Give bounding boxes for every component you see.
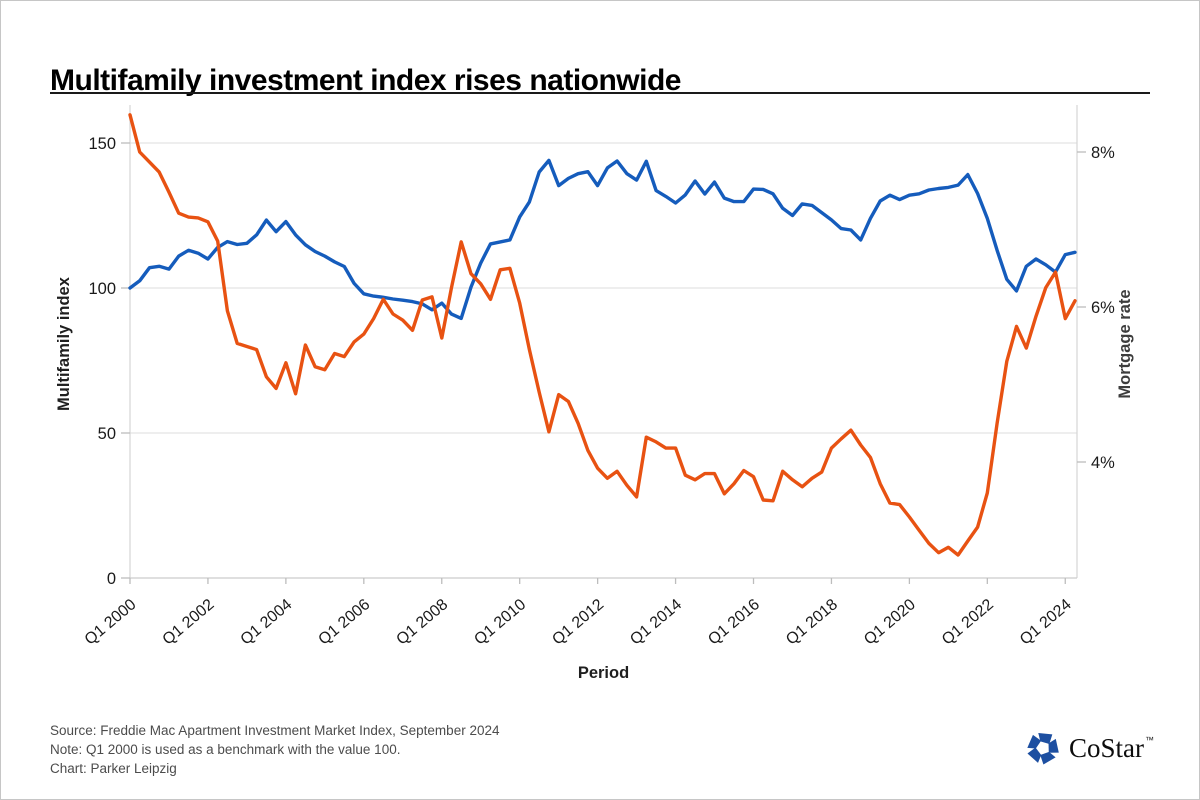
x-tick-label: Q1 2018 xyxy=(783,596,841,649)
x-tick-label: Q1 2022 xyxy=(939,596,997,649)
x-tick-label: Q1 2024 xyxy=(1017,596,1075,649)
credit-note: Chart: Parker Leipzig xyxy=(50,761,177,776)
chart-footer: Source: Freddie Mac Apartment Investment… xyxy=(50,721,499,778)
source-note: Source: Freddie Mac Apartment Investment… xyxy=(50,723,500,738)
x-tick-label: Q1 2010 xyxy=(471,596,529,649)
right-axis-ticks: 4% 6% 8% xyxy=(1077,144,1115,472)
x-tick-label: Q1 2020 xyxy=(861,596,919,649)
left-tick-label: 150 xyxy=(88,135,116,153)
axes xyxy=(129,105,1078,579)
trademark-symbol: ™ xyxy=(1145,734,1154,745)
x-tick-label: Q1 2004 xyxy=(237,596,295,649)
x-tick-label: Q1 2002 xyxy=(160,596,218,649)
x-axis-title: Period xyxy=(578,664,629,682)
right-axis-title: Mortgage rate xyxy=(1116,289,1134,398)
left-axis-title: Multifamily index xyxy=(55,276,73,411)
pinwheel-blade xyxy=(1027,747,1042,763)
x-tick-label: Q1 2012 xyxy=(549,596,607,649)
x-tick-label: Q1 2014 xyxy=(627,596,685,649)
right-tick-label: 4% xyxy=(1091,454,1115,472)
x-tick-label: Q1 2008 xyxy=(393,596,451,649)
right-tick-label: 8% xyxy=(1091,144,1115,162)
series-line-mortgage-rate xyxy=(128,113,1077,557)
pinwheel-blade xyxy=(1048,738,1059,753)
page-title: Multifamily investment index rises natio… xyxy=(50,64,681,98)
left-axis-ticks: 0 50 100 150 xyxy=(88,135,130,588)
x-tick-label: Q1 2006 xyxy=(315,596,373,649)
costar-pinwheel-icon xyxy=(1027,733,1059,765)
pinwheel-blade xyxy=(1027,734,1042,749)
gridlines xyxy=(130,142,1077,434)
x-tick-label: Q1 2016 xyxy=(705,596,763,649)
left-tick-label: 0 xyxy=(107,570,116,588)
x-tick-label: Q1 2000 xyxy=(82,596,140,649)
series-line-multifamily-index xyxy=(128,158,1077,321)
benchmark-note: Note: Q1 2000 is used as a benchmark wit… xyxy=(50,742,401,757)
title-divider xyxy=(50,92,1150,94)
pinwheel-blade xyxy=(1040,751,1056,765)
pinwheel-blade xyxy=(1038,733,1053,744)
left-tick-label: 100 xyxy=(88,280,116,298)
costar-logo: CoStar™ xyxy=(1024,729,1154,771)
x-axis-ticks: Q1 2000 Q1 2002 Q1 2004 Q1 2006 Q1 2008 Q1 20… xyxy=(82,578,1075,649)
right-tick-label: 6% xyxy=(1091,299,1115,317)
left-tick-label: 50 xyxy=(98,425,116,443)
costar-wordmark: CoStar™ xyxy=(1068,732,1154,763)
